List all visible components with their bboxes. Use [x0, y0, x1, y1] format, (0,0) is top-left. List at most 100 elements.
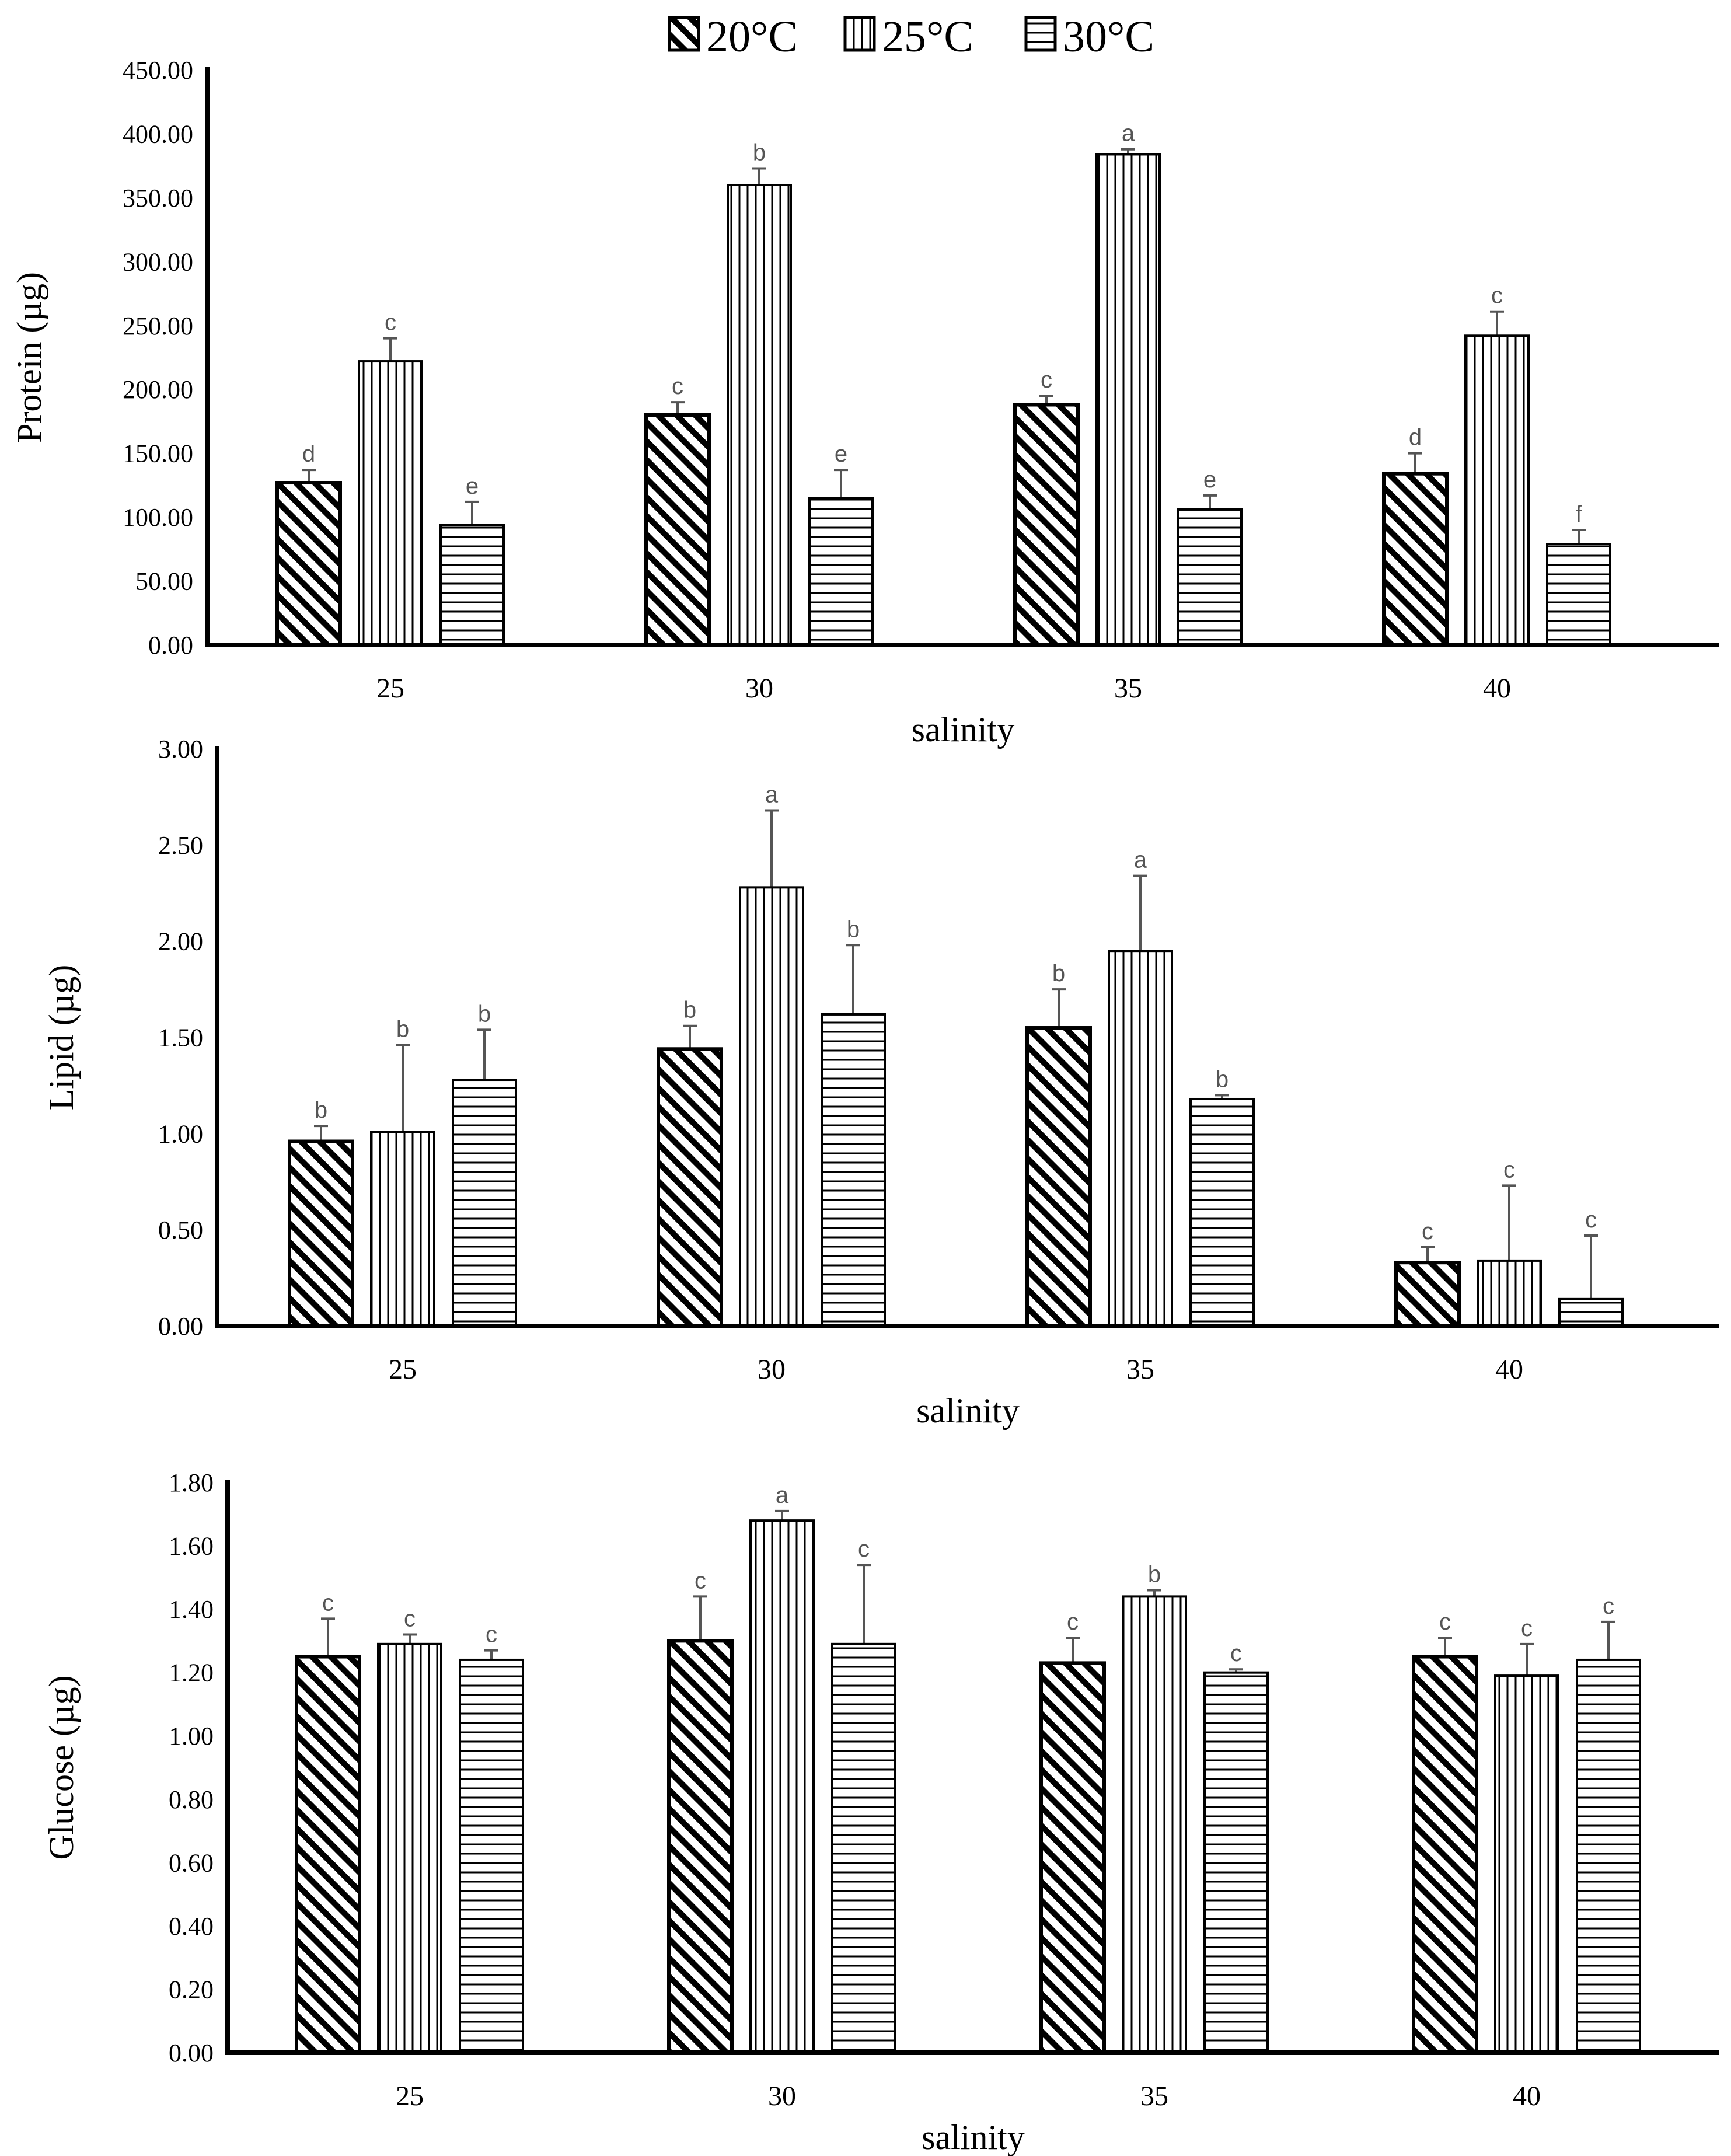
legend: 20°C 25°C 30°C [668, 12, 1154, 61]
lipid-bar [1189, 1097, 1255, 1327]
lipid-ytick-label: 0.50 [158, 1216, 203, 1244]
protein-ytick-label: 250.00 [123, 312, 193, 340]
glucose-ytick-label: 1.60 [169, 1532, 214, 1561]
glucose-sig-letter: c [1230, 1641, 1242, 1666]
protein-sig-letter: c [385, 310, 396, 336]
protein-sig-letter: a [1122, 121, 1135, 146]
glucose-ytick-label: 0.60 [169, 1848, 214, 1877]
protein-xtick-label: 35 [1114, 673, 1142, 704]
lipid-sig-letter: b [478, 1001, 491, 1027]
lipid-y-axis-title: Lipid (µg) [42, 965, 81, 1111]
protein-bar [275, 481, 342, 647]
glucose-ytick-label: 1.00 [169, 1722, 214, 1750]
glucose-sig-letter: c [1439, 1609, 1451, 1635]
lipid-bar [1558, 1297, 1624, 1328]
lipid-bar [1394, 1261, 1461, 1328]
protein-xtick-label: 40 [1483, 673, 1511, 704]
lipid-ytick-label: 2.00 [158, 927, 203, 956]
protein-sig-letter: b [753, 140, 766, 166]
glucose-sig-letter: c [858, 1536, 870, 1562]
glucose-bar [377, 1642, 442, 2054]
protein-ytick-label: 150.00 [123, 439, 193, 468]
glucose-xtick-label: 25 [396, 2081, 424, 2112]
legend-swatch-horiz [1024, 16, 1057, 52]
glucose-ytick-label: 1.80 [169, 1468, 214, 1497]
protein-bar [808, 497, 874, 646]
glucose-bar [1576, 1658, 1641, 2054]
lipid-ytick-label: 1.50 [158, 1024, 203, 1052]
glucose-sig-letter: a [776, 1482, 789, 1508]
glucose-bar [831, 1642, 896, 2054]
glucose-ytick-label: 0.00 [169, 2039, 214, 2067]
lipid-bar [370, 1131, 435, 1327]
legend-label-30: 30°C [1063, 12, 1154, 61]
glucose-xtick-label: 40 [1513, 2081, 1541, 2112]
protein-ytick-label: 300.00 [123, 247, 193, 276]
glucose-bar [667, 1639, 734, 2054]
protein-xtick-label: 25 [376, 673, 404, 704]
protein-bar [439, 524, 505, 646]
lipid-xtick-label: 35 [1126, 1354, 1154, 1385]
lipid-bar [1477, 1259, 1542, 1327]
lipid-ytick-label: 0.00 [158, 1312, 203, 1341]
glucose-ytick-label: 0.80 [169, 1785, 214, 1814]
lipid-ytick-label: 2.50 [158, 831, 203, 860]
lipid-sig-letter: b [315, 1097, 327, 1123]
protein-sig-letter: c [1041, 367, 1052, 393]
glucose-y-axis-title: Glucose (µg) [42, 1675, 81, 1860]
lipid-xtick-label: 40 [1495, 1354, 1523, 1385]
lipid-sig-letter: c [1503, 1157, 1515, 1182]
legend-swatch-diag [668, 16, 700, 52]
glucose-sig-letter: c [404, 1606, 416, 1632]
glucose-panel: 0.00 0.20 0.40 0.60 0.80 1.00 1.20 1.40 1.60 1.80… [42, 1468, 1719, 2156]
glucose-ytick-label: 1.40 [169, 1595, 214, 1624]
glucose-bar [749, 1519, 815, 2054]
glucose-sig-letter: c [322, 1590, 334, 1616]
protein-xtick-label: 30 [745, 673, 773, 704]
glucose-bar [1494, 1674, 1559, 2054]
legend-swatch-vert [843, 16, 876, 52]
glucose-sig-letter: c [1067, 1609, 1079, 1635]
lipid-sig-letter: b [847, 916, 860, 942]
protein-sig-letter: e [466, 473, 479, 499]
protein-ytick-label: 450.00 [123, 56, 193, 85]
lipid-ytick-label: 3.00 [158, 735, 203, 763]
lipid-x-axis-title: salinity [916, 1391, 1020, 1430]
protein-sig-letter: e [835, 441, 847, 467]
protein-sig-letter: d [302, 441, 315, 467]
lipid-bar [452, 1079, 517, 1327]
protein-bar [1382, 472, 1449, 647]
glucose-sig-letter: c [486, 1622, 497, 1648]
protein-ytick-label: 100.00 [123, 503, 193, 532]
protein-ytick-label: 0.00 [148, 631, 193, 660]
lipid-bar [739, 886, 804, 1327]
glucose-sig-letter: b [1148, 1562, 1161, 1588]
protein-ytick-label: 350.00 [123, 184, 193, 212]
glucose-sig-letter: c [1603, 1593, 1614, 1619]
lipid-sig-letter: c [1585, 1207, 1597, 1233]
lipid-sig-letter: b [1052, 961, 1065, 986]
lipid-sig-letter: a [765, 782, 779, 807]
glucose-bar [1039, 1661, 1106, 2054]
lipid-bar [1025, 1026, 1092, 1328]
protein-sig-letter: c [1491, 283, 1503, 309]
protein-bar [1177, 508, 1243, 646]
lipid-bar [821, 1013, 886, 1327]
glucose-bar [1122, 1595, 1187, 2054]
protein-ytick-label: 200.00 [123, 375, 193, 404]
lipid-bar [657, 1047, 723, 1328]
glucose-bar [295, 1655, 361, 2055]
protein-sig-letter: f [1575, 501, 1582, 527]
protein-x-axis-title: salinity [912, 710, 1015, 749]
protein-bar [1013, 403, 1080, 647]
legend-label-20: 20°C [706, 12, 798, 61]
lipid-sig-letter: b [396, 1017, 409, 1042]
lipid-xtick-label: 25 [389, 1354, 417, 1385]
lipid-bar [288, 1139, 354, 1328]
glucose-ytick-label: 0.40 [169, 1912, 214, 1941]
glucose-bar [1203, 1671, 1269, 2054]
protein-bar [727, 184, 792, 646]
glucose-bar [459, 1658, 524, 2054]
protein-ytick-label: 400.00 [123, 120, 193, 148]
